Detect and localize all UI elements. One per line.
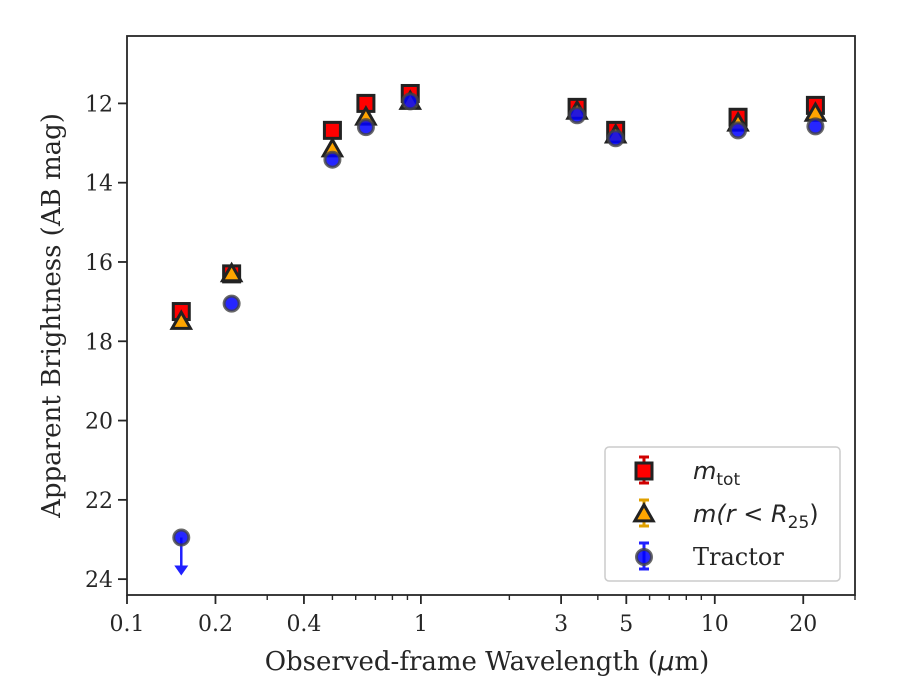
data-point-mtot-2: [322, 120, 342, 140]
x-tick-label: 20: [789, 612, 817, 637]
x-tick-label: 5: [619, 612, 633, 637]
y-tick-label: 14: [85, 172, 113, 197]
data-point-mr25-1: [219, 261, 244, 283]
axes: 0.1 0.2 0.4 1 3 5 10 20 12 14 16 18 20 22 24 Observed-f…: [37, 92, 856, 677]
x-tick-label: 0.4: [286, 612, 321, 637]
x-tick-label: 10: [701, 612, 729, 637]
y-tick-label: 20: [85, 410, 113, 435]
data-point-tractor-4: [401, 92, 420, 111]
y-tick-label: 16: [85, 251, 113, 276]
legend-entry-mr25: m(r < R25): [632, 498, 819, 533]
legend-marker-mr25: [632, 501, 656, 523]
data-point-tractor-3: [356, 118, 375, 137]
data-point-tractor-7: [729, 121, 748, 140]
data-points: [169, 83, 828, 576]
y-tick-label: 18: [85, 330, 113, 355]
x-axis-label: Observed-frame Wavelength (μm): [265, 647, 710, 677]
upper-limit-arrow: [174, 565, 189, 576]
x-tick-label: 0.2: [198, 612, 233, 637]
data-point-tractor-0: [172, 528, 191, 547]
legend: mtot m(r < R25) Tractor: [604, 446, 841, 582]
data-point-tractor-6: [606, 129, 625, 148]
legend-label-mr25: m(r < R25): [693, 500, 819, 533]
x-tick-label: 3: [554, 612, 568, 637]
legend-entry-mtot: mtot: [634, 455, 740, 490]
y-tick-label: 22: [85, 489, 113, 514]
series-tractor: [172, 92, 825, 576]
data-point-tractor-5: [568, 106, 587, 125]
x-tick-label: 1: [414, 612, 428, 637]
legend-label-tractor: Tractor: [693, 543, 784, 571]
legend-entry-tractor: Tractor: [635, 541, 784, 571]
y-axis-label: Apparent Brightness (AB mag): [37, 113, 67, 519]
data-point-mr25-0: [169, 309, 194, 330]
y-tick-label: 12: [85, 92, 113, 117]
legend-marker-tractor: [635, 548, 653, 566]
data-point-tractor-1: [222, 294, 241, 313]
legend-marker-mtot: [634, 461, 654, 481]
data-point-tractor-8: [806, 117, 825, 136]
x-tick-label: 0.1: [110, 612, 145, 637]
legend-label-mtot: mtot: [693, 457, 740, 490]
y-tick-label: 24: [85, 568, 113, 593]
data-point-tractor-2: [323, 150, 342, 169]
legend-box: [604, 446, 841, 582]
